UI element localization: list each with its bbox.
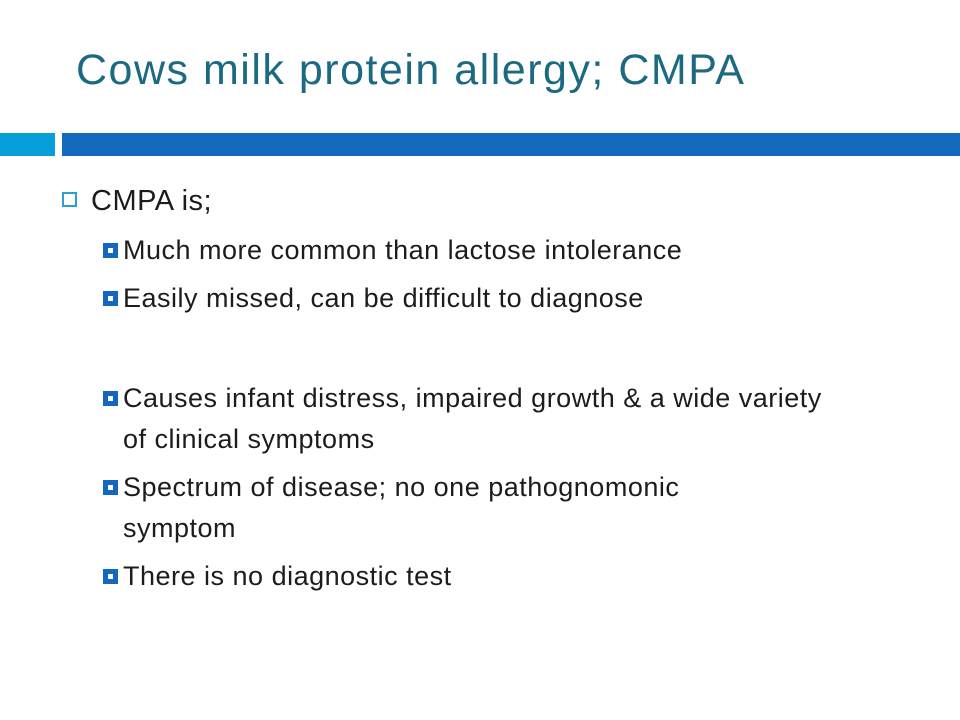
bullet-text-level2: There is no diagnostic test: [123, 561, 452, 591]
bullet-item-level1: CMPA is;: [0, 184, 960, 218]
bullet-list-level2: Much more common than lactose intoleranc…: [0, 230, 960, 597]
slide-title: Cows milk protein allergy; CMPA: [76, 46, 746, 94]
bullet-item-level2: There is no diagnostic test: [103, 556, 960, 597]
bullet-text-level2: Causes infant distress, impaired growth …: [123, 383, 822, 454]
bullet-text-level1: CMPA is;: [91, 185, 213, 217]
bullet-text-level2: Spectrum of disease; no one pathognomoni…: [123, 472, 680, 543]
bullet-text-level2: Much more common than lactose intoleranc…: [123, 235, 683, 265]
slide-body: CMPA is; Much more common than lactose i…: [0, 184, 960, 604]
filled-square-bullet-icon: [103, 291, 118, 306]
title-divider-bar: [0, 133, 960, 156]
bullet-item-level2: Causes infant distress, impaired growth …: [103, 378, 960, 460]
filled-square-bullet-icon: [103, 243, 118, 258]
filled-square-bullet-icon: [103, 391, 118, 406]
blank-line: [103, 326, 960, 378]
bullet-item-level2: Much more common than lactose intoleranc…: [103, 230, 960, 271]
bullet-text-level2: Easily missed, can be difficult to diagn…: [123, 283, 644, 313]
filled-square-bullet-icon: [103, 480, 118, 495]
bullet-item-level2: Spectrum of disease; no one pathognomoni…: [103, 467, 960, 549]
divider-main-bar: [62, 133, 960, 156]
divider-accent-square: [0, 133, 55, 156]
square-outline-bullet-icon: [62, 192, 77, 207]
filled-square-bullet-icon: [103, 569, 118, 584]
bullet-item-level2: Easily missed, can be difficult to diagn…: [103, 278, 960, 319]
